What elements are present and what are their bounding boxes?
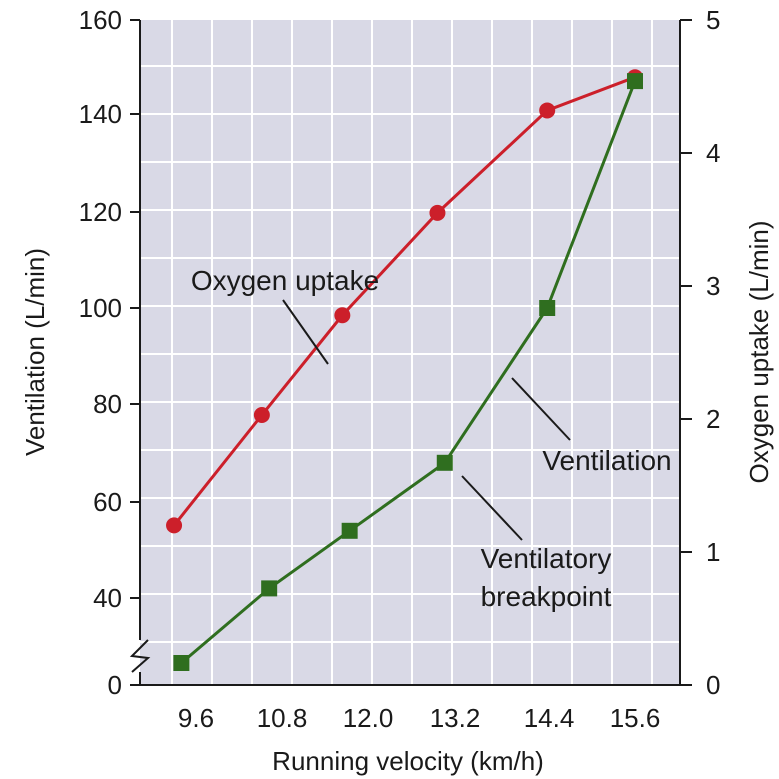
annotation-oxygen-uptake-leader: [282, 299, 329, 365]
left-axis-tick-label: 120: [79, 197, 122, 227]
left-axis-tick-label: 140: [79, 99, 122, 129]
left-axis-tick-label: 40: [93, 583, 122, 613]
right-axis-tick-label: 5: [706, 5, 720, 35]
x-axis-tick-label: 12.0: [343, 703, 394, 733]
right-axis-tick-label: 1: [706, 537, 720, 567]
oxygen-uptake-point: [539, 102, 556, 119]
annotation-breakpoint-leader: [461, 475, 523, 541]
right-axis-tick-label: 4: [706, 138, 720, 168]
left-axis-tick-label: 100: [79, 293, 122, 323]
left-axis-tick-label: 60: [93, 487, 122, 517]
axis-break-mark: [129, 639, 151, 673]
plot-area: [140, 20, 680, 685]
left-axis-title: Ventilation (L/min): [20, 248, 50, 456]
x-axis-tick-label: 15.6: [610, 703, 661, 733]
x-axis-tick-label: 10.8: [257, 703, 308, 733]
oxygen-uptake-point: [166, 517, 183, 534]
x-axis-tick-label: 13.2: [430, 703, 481, 733]
right-axis-tick-label: 3: [706, 271, 720, 301]
annotation-ventilation-leader: [511, 377, 571, 441]
right-axis-tick-label: 0: [706, 670, 720, 700]
annotation-breakpoint: breakpoint: [481, 581, 612, 612]
left-axis-tick-label: 0: [108, 670, 122, 700]
right-axis-tick-label: 2: [706, 404, 720, 434]
annotation-oxygen-uptake: Oxygen uptake: [191, 265, 379, 296]
x-axis-title: Running velocity (km/h): [272, 746, 544, 776]
ventilation-point: [173, 655, 190, 671]
ventilation-point: [341, 522, 358, 539]
right-axis-title: Oxygen uptake (L/min): [744, 220, 774, 483]
annotation-ventilatory: Ventilatory: [481, 543, 612, 574]
ventilation-point: [627, 73, 643, 90]
ventilation-point: [436, 454, 453, 471]
oxygen-uptake-point: [334, 307, 351, 324]
x-axis-tick-label: 9.6: [178, 703, 214, 733]
oxygen-uptake-line: [172, 75, 636, 527]
annotation-ventilation: Ventilation: [542, 445, 671, 476]
ventilation-point: [261, 580, 278, 597]
left-axis-tick-label: 80: [93, 389, 122, 419]
ventilation-point: [539, 300, 556, 316]
oxygen-uptake-point: [253, 407, 270, 424]
oxygen-uptake-point: [429, 204, 446, 221]
left-axis-tick-label: 160: [79, 5, 122, 35]
ventilation-line: [180, 80, 637, 665]
x-axis-tick-label: 14.4: [524, 703, 575, 733]
